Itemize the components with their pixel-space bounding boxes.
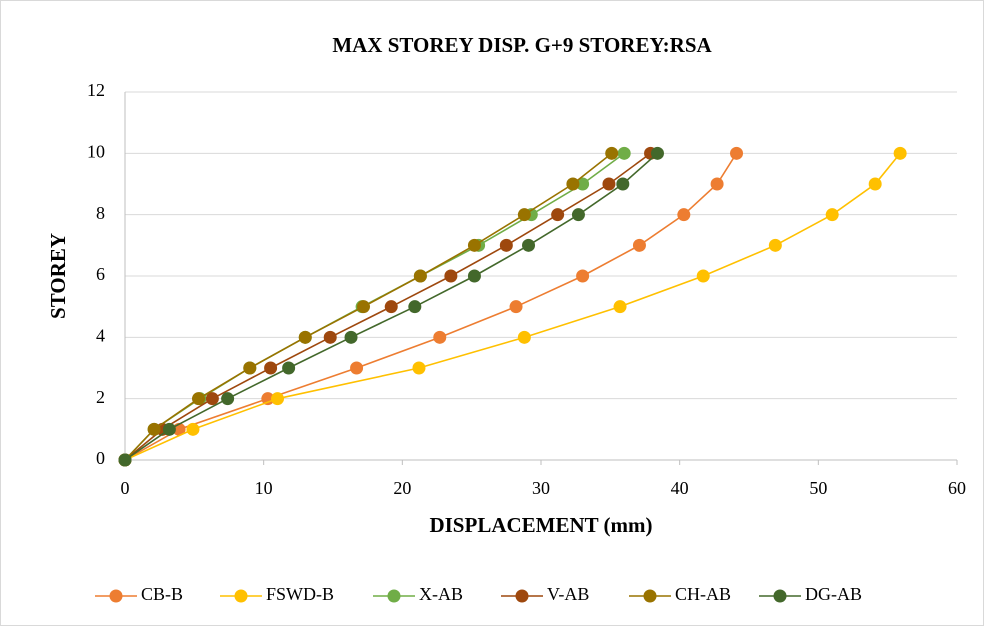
data-point: [408, 300, 422, 314]
data-point: [221, 392, 235, 406]
data-point: [509, 300, 523, 314]
data-point: [602, 177, 616, 191]
data-point: [632, 238, 646, 252]
data-point: [298, 330, 312, 344]
data-point: [344, 330, 358, 344]
data-point: [384, 300, 398, 314]
y-tick-label: 2: [96, 387, 105, 407]
data-point: [616, 177, 630, 191]
data-point: [261, 392, 275, 406]
data-point: [576, 177, 590, 191]
legend-marker: [387, 589, 401, 603]
x-tick-label: 50: [809, 478, 827, 498]
legend-label: V-AB: [547, 584, 589, 604]
data-point: [412, 361, 426, 375]
data-point: [205, 392, 219, 406]
x-tick-label: 60: [948, 478, 966, 498]
data-point: [243, 361, 257, 375]
y-tick-label: 10: [87, 141, 105, 161]
data-point: [517, 330, 531, 344]
data-point: [730, 146, 744, 160]
data-point: [433, 330, 447, 344]
data-point: [264, 361, 278, 375]
data-point: [576, 269, 590, 283]
x-tick-label: 10: [255, 478, 273, 498]
data-point: [893, 146, 907, 160]
data-point: [617, 146, 631, 160]
data-point: [522, 238, 536, 252]
legend-marker: [234, 589, 248, 603]
data-point: [357, 300, 371, 314]
data-point: [147, 422, 161, 436]
legend-label: CB-B: [141, 584, 183, 604]
legend-marker: [643, 589, 657, 603]
x-tick-label: 0: [121, 478, 130, 498]
data-point: [162, 422, 176, 436]
x-axis-label: DISPLACEMENT (mm): [429, 513, 652, 537]
data-point: [467, 269, 481, 283]
legend-label: FSWD-B: [266, 584, 334, 604]
data-point: [613, 300, 627, 314]
data-point: [282, 361, 296, 375]
data-point: [677, 208, 691, 222]
data-point: [551, 208, 565, 222]
data-point: [186, 422, 200, 436]
y-tick-label: 12: [87, 80, 105, 100]
data-point: [499, 238, 513, 252]
data-point: [323, 330, 337, 344]
y-tick-label: 4: [96, 325, 105, 345]
data-point: [118, 453, 132, 467]
data-point: [868, 177, 882, 191]
data-point: [467, 238, 481, 252]
data-point: [271, 392, 285, 406]
y-tick-label: 8: [96, 203, 105, 223]
data-point: [191, 392, 205, 406]
data-point: [605, 146, 619, 160]
y-axis-label: STOREY: [46, 233, 70, 319]
data-point: [696, 269, 710, 283]
x-tick-label: 30: [532, 478, 550, 498]
data-point: [768, 238, 782, 252]
y-tick-label: 6: [96, 264, 105, 284]
data-point: [444, 269, 458, 283]
data-point: [517, 208, 531, 222]
legend-marker: [515, 589, 529, 603]
chart-title: MAX STOREY DISP. G+9 STOREY:RSA: [332, 33, 712, 57]
legend-label: CH-AB: [675, 584, 731, 604]
data-point: [825, 208, 839, 222]
y-tick-label: 0: [96, 448, 105, 468]
data-point: [566, 177, 580, 191]
data-point: [413, 269, 427, 283]
x-tick-label: 40: [671, 478, 689, 498]
legend-marker: [109, 589, 123, 603]
legend-label: X-AB: [419, 584, 463, 604]
x-tick-label: 20: [393, 478, 411, 498]
data-point: [650, 146, 664, 160]
data-point: [571, 208, 585, 222]
legend-marker: [773, 589, 787, 603]
data-point: [350, 361, 364, 375]
data-point: [710, 177, 724, 191]
legend-label: DG-AB: [805, 584, 862, 604]
